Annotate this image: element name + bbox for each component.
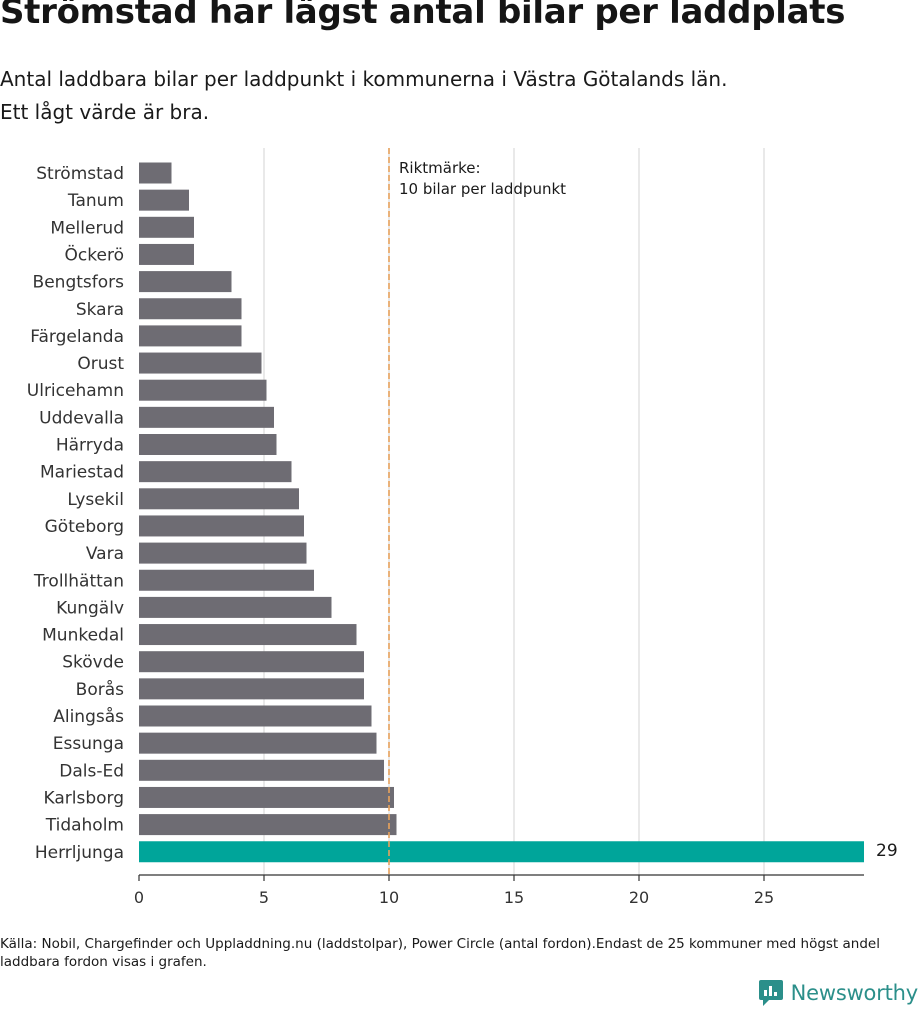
category-label: Tanum <box>67 191 124 211</box>
bar-uddevalla <box>139 406 274 428</box>
category-label: Trollhättan <box>33 571 124 591</box>
category-label: Vara <box>86 544 124 564</box>
category-label: Ulricehamn <box>27 381 124 401</box>
subtitle-line-1: Antal laddbara bilar per laddpunkt i kom… <box>0 67 728 91</box>
category-label: Tidaholm <box>45 816 124 836</box>
bar-skara <box>139 298 242 320</box>
category-label: Munkedal <box>42 626 124 646</box>
category-label: Kungälv <box>56 598 124 618</box>
bar-karlsborg <box>139 786 394 808</box>
category-label: Essunga <box>53 734 124 754</box>
category-label: Mellerud <box>50 218 124 238</box>
bar-härryda <box>139 434 277 455</box>
category-label: Borås <box>76 679 124 700</box>
x-tick-label: 5 <box>259 888 269 907</box>
category-label: Färgelanda <box>30 327 124 347</box>
bar-mariestad <box>139 461 292 483</box>
bar-göteborg <box>139 515 304 537</box>
category-label: Herrljunga <box>35 843 124 863</box>
bar-lysekil <box>139 488 299 510</box>
x-tick-label: 25 <box>754 888 774 907</box>
bar-vara <box>139 542 307 564</box>
reference-label-line: Riktmärke: <box>399 159 481 177</box>
bar-skövde <box>139 651 364 673</box>
category-label: Bengtsfors <box>33 273 125 293</box>
logo-text: Newsworthy <box>790 981 919 1005</box>
bar-chart: Strömstad Tanum Mellerud Öckerö Bengtsfors Sk… <box>27 148 898 907</box>
reference-label-line: 10 bilar per laddpunkt <box>399 180 566 198</box>
x-tick-label: 10 <box>379 888 399 907</box>
category-label: Orust <box>77 354 124 374</box>
bar-borås <box>139 678 364 700</box>
bar-tidaholm <box>139 814 397 836</box>
subtitle-line-2: Ett lågt värde är bra. <box>0 100 210 124</box>
x-tick-label: 15 <box>504 888 524 907</box>
bar-mellerud <box>139 216 194 238</box>
bar-bengtsfors <box>139 271 232 293</box>
category-label: Skövde <box>62 653 124 673</box>
bar-alingsås <box>139 705 372 727</box>
category-label: Skara <box>76 300 124 320</box>
x-tick-label: 0 <box>134 888 144 907</box>
category-label: Alingsås <box>53 706 124 727</box>
bar-öckerö <box>139 243 194 265</box>
bar-strömstad <box>139 162 172 184</box>
category-label: Göteborg <box>45 517 124 537</box>
chart-title: Strömstad har lägst antal bilar per ladd… <box>0 0 846 32</box>
bar-dals-ed <box>139 759 384 781</box>
bar-essunga <box>139 732 377 754</box>
category-label: Karlsborg <box>43 788 124 808</box>
category-label: Uddevalla <box>39 408 124 428</box>
chart-subtitle: Antal laddbara bilar per laddpunkt i kom… <box>0 63 900 129</box>
bar-ulricehamn <box>139 379 267 401</box>
bar-munkedal <box>139 624 357 646</box>
bar-trollhättan <box>139 569 314 591</box>
category-label: Härryda <box>56 436 124 456</box>
value-label: 29 <box>876 841 898 861</box>
source-note: Källa: Nobil, Chargefinder och Uppladdni… <box>0 936 880 970</box>
bar-färgelanda <box>139 325 242 347</box>
category-label: Strömstad <box>36 164 124 184</box>
category-label: Dals-Ed <box>59 761 124 781</box>
bar-herrljunga <box>139 841 864 863</box>
bar-orust <box>139 352 262 374</box>
x-tick-label: 20 <box>629 888 649 907</box>
newsworthy-logo: Newsworthy <box>758 976 918 1010</box>
category-label: Lysekil <box>67 490 124 510</box>
bar-tanum <box>139 189 189 211</box>
bar-chart-speech-bubble-icon <box>758 980 783 1006</box>
category-label: Mariestad <box>40 463 124 483</box>
bar-kungälv <box>139 596 332 618</box>
category-label: Öckerö <box>65 243 124 265</box>
